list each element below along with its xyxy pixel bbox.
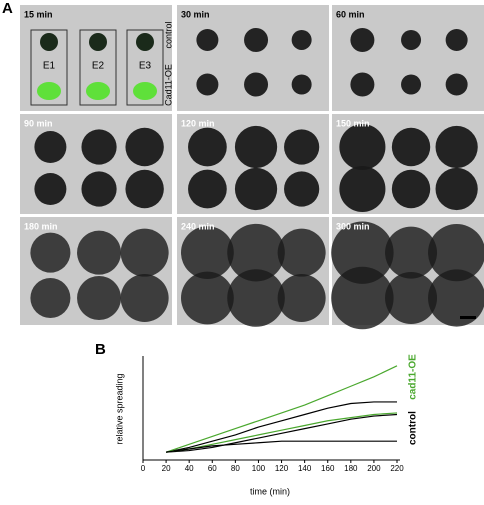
- x-tick-label: 200: [367, 464, 381, 473]
- x-tick-label: 20: [162, 464, 171, 473]
- cell-aggregate: [125, 169, 164, 209]
- cell-aggregate: [34, 173, 67, 205]
- inset-label: E1: [43, 61, 56, 72]
- cell-aggregate: [385, 226, 438, 279]
- x-tick-label: 80: [231, 464, 240, 473]
- legend-entry: cad11-OE: [408, 354, 419, 400]
- cell-aggregate: [277, 228, 326, 277]
- cell-aggregate: [428, 269, 484, 327]
- cell-aggregate: [339, 165, 386, 213]
- x-tick-label: 160: [321, 464, 335, 473]
- cell-aggregate: [291, 74, 312, 95]
- series-line: [166, 413, 398, 453]
- x-tick-label: 120: [275, 464, 289, 473]
- cell-aggregate: [30, 232, 71, 273]
- cell-aggregate: [40, 33, 58, 51]
- x-tick-label: 220: [390, 464, 404, 473]
- cell-aggregate: [234, 167, 278, 211]
- cell-aggregate: [81, 171, 117, 207]
- cell-aggregate: [331, 221, 394, 284]
- fluorescent-aggregate: [86, 82, 110, 100]
- cell-aggregate: [284, 129, 320, 165]
- cell-aggregate: [227, 223, 285, 282]
- cell-aggregate: [120, 228, 169, 277]
- cell-aggregate: [77, 276, 122, 320]
- cell-aggregate: [350, 72, 375, 97]
- series-line: [165, 401, 397, 453]
- time-label: 30 min: [181, 9, 210, 19]
- x-tick-label: 180: [344, 464, 358, 473]
- fluorescent-aggregate: [37, 82, 61, 100]
- cell-aggregate: [385, 272, 438, 324]
- panel-label: A: [2, 0, 13, 17]
- cell-aggregate: [136, 33, 154, 51]
- series-line: [165, 365, 398, 453]
- micrograph: [332, 5, 484, 111]
- cell-aggregate: [331, 266, 394, 330]
- x-tick-label: 0: [141, 464, 146, 473]
- cell-aggregate: [445, 73, 468, 96]
- cell-aggregate: [428, 224, 484, 282]
- time-label: 240 min: [181, 221, 215, 231]
- x-tick-label: 40: [185, 464, 194, 473]
- fluorescent-aggregate: [133, 82, 157, 100]
- time-label: 180 min: [24, 221, 58, 231]
- cell-aggregate: [435, 167, 478, 211]
- cell-aggregate: [277, 274, 326, 322]
- inset-label: E2: [92, 61, 105, 72]
- x-axis-label: time (min): [250, 486, 290, 496]
- cell-aggregate: [196, 73, 219, 96]
- cell-aggregate: [89, 33, 107, 51]
- legend-entry: control: [408, 411, 419, 445]
- cell-aggregate: [181, 271, 234, 325]
- cell-aggregate: [125, 127, 164, 167]
- cell-aggregate: [30, 278, 71, 318]
- time-label: 300 min: [336, 221, 370, 231]
- cell-aggregate: [188, 169, 227, 209]
- scale-bar: [460, 316, 476, 319]
- time-label: 150 min: [336, 118, 370, 128]
- cell-aggregate: [196, 28, 219, 51]
- cell-aggregate: [350, 27, 375, 52]
- time-label: 120 min: [181, 118, 215, 128]
- side-label: Cad11-OE: [163, 64, 173, 106]
- cell-aggregate: [234, 125, 278, 169]
- cell-aggregate: [244, 72, 269, 97]
- cell-aggregate: [291, 29, 312, 50]
- cell-aggregate: [401, 29, 422, 50]
- cell-aggregate: [188, 127, 227, 167]
- y-axis-label: relative spreading: [114, 373, 124, 444]
- time-label: 60 min: [336, 9, 365, 19]
- x-tick-label: 100: [252, 464, 266, 473]
- side-label: control: [163, 21, 173, 48]
- x-tick-label: 60: [208, 464, 217, 473]
- panel-label: B: [95, 341, 106, 358]
- cell-aggregate: [284, 171, 320, 207]
- inset-label: E3: [139, 61, 152, 72]
- x-tick-label: 140: [298, 464, 312, 473]
- cell-aggregate: [227, 269, 285, 327]
- cell-aggregate: [81, 129, 117, 165]
- cell-aggregate: [244, 27, 269, 52]
- cell-aggregate: [120, 274, 169, 322]
- cell-aggregate: [339, 123, 386, 171]
- cell-aggregate: [435, 125, 478, 169]
- cell-aggregate: [401, 74, 422, 95]
- inset-box: [126, 29, 164, 106]
- time-label: 15 min: [24, 9, 53, 19]
- cell-aggregate: [445, 28, 468, 51]
- inset-box: [30, 29, 68, 106]
- series-line: [166, 412, 398, 453]
- series-line: [166, 440, 397, 453]
- time-label: 90 min: [24, 118, 53, 128]
- cell-aggregate: [181, 226, 234, 280]
- inset-box: [79, 29, 117, 106]
- cell-aggregate: [77, 230, 122, 275]
- cell-aggregate: [391, 169, 431, 209]
- cell-aggregate: [34, 131, 67, 163]
- cell-aggregate: [391, 127, 431, 167]
